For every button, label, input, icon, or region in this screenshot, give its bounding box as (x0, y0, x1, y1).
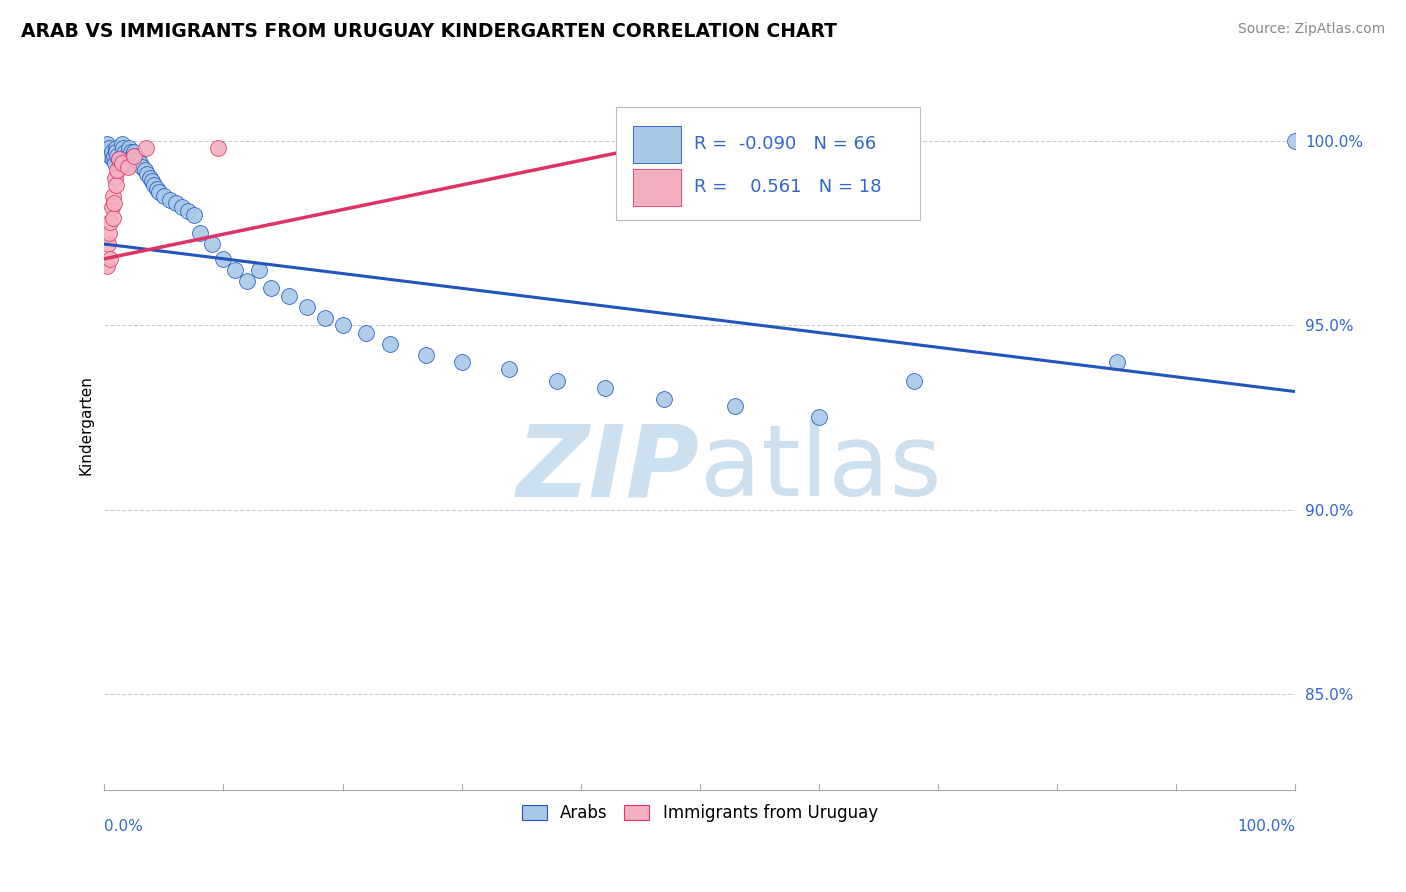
Text: ARAB VS IMMIGRANTS FROM URUGUAY KINDERGARTEN CORRELATION CHART: ARAB VS IMMIGRANTS FROM URUGUAY KINDERGA… (21, 22, 837, 41)
Point (101, 152, 124, 166)
Point (112, 141, 135, 155)
Point (105, 145, 128, 159)
Point (100, 200, 122, 214)
Point (110, 160, 132, 174)
Point (1105, 355, 1128, 369)
Point (96, 259, 118, 273)
Point (97, 237, 120, 252)
Point (104, 170, 127, 185)
Text: 0.0%: 0.0% (104, 819, 143, 834)
Point (141, 174, 163, 188)
Point (122, 152, 145, 166)
Point (105, 178, 128, 192)
Point (212, 252, 235, 266)
Text: R =    0.561   N = 18: R = 0.561 N = 18 (693, 178, 882, 196)
Point (117, 160, 139, 174)
Point (380, 336, 402, 351)
Point (107, 152, 129, 166)
Point (114, 148, 136, 162)
Point (183, 207, 205, 221)
Point (1284, 134, 1306, 148)
Point (134, 163, 156, 178)
Point (415, 348, 437, 362)
Text: 100.0%: 100.0% (1237, 819, 1295, 834)
Point (96, 137, 118, 152)
Point (101, 211, 124, 226)
Point (108, 156, 131, 170)
Point (498, 362, 520, 376)
Point (100, 145, 122, 159)
Point (103, 148, 125, 162)
Text: R =  -0.090   N = 66: R = -0.090 N = 66 (693, 136, 876, 153)
Point (107, 148, 129, 162)
FancyBboxPatch shape (633, 126, 681, 162)
Point (111, 137, 134, 152)
Point (120, 145, 142, 159)
Point (278, 288, 301, 302)
Point (107, 163, 129, 178)
Point (98, 226, 121, 240)
Point (122, 145, 145, 159)
Point (118, 141, 141, 155)
Point (153, 189, 176, 203)
Point (104, 156, 127, 170)
Point (121, 148, 143, 162)
Point (546, 374, 568, 388)
Point (903, 374, 925, 388)
Legend: Arabs, Immigrants from Uruguay: Arabs, Immigrants from Uruguay (515, 797, 884, 829)
Point (356, 326, 378, 340)
Point (107, 152, 129, 166)
Point (105, 141, 128, 155)
Point (260, 281, 283, 295)
Point (177, 203, 200, 218)
Point (122, 148, 145, 162)
Point (124, 148, 146, 162)
Point (159, 193, 181, 207)
Point (101, 189, 124, 203)
Point (136, 167, 159, 181)
Point (593, 381, 616, 395)
Point (98, 148, 121, 162)
FancyBboxPatch shape (616, 107, 920, 220)
Point (138, 170, 160, 185)
Y-axis label: Kindergarten: Kindergarten (79, 375, 93, 475)
Point (131, 160, 153, 174)
Point (127, 152, 149, 166)
Point (314, 310, 336, 325)
Point (247, 263, 270, 277)
Point (224, 263, 246, 277)
Point (236, 274, 259, 288)
Text: atlas: atlas (700, 420, 942, 517)
Point (111, 156, 134, 170)
Point (148, 186, 170, 200)
Point (200, 237, 222, 252)
Point (98, 141, 121, 155)
Point (115, 152, 138, 166)
Point (143, 178, 166, 192)
Point (652, 392, 675, 406)
Point (98, 215, 121, 229)
Point (114, 145, 136, 159)
Point (332, 318, 354, 333)
Point (146, 182, 169, 196)
Point (135, 141, 157, 155)
Point (188, 226, 211, 240)
Point (450, 355, 472, 369)
Point (170, 200, 193, 214)
Point (207, 141, 229, 155)
Text: ZIP: ZIP (517, 420, 700, 517)
Point (103, 196, 125, 211)
Point (295, 300, 318, 314)
Text: Source: ZipAtlas.com: Source: ZipAtlas.com (1237, 22, 1385, 37)
Point (129, 156, 152, 170)
Point (807, 410, 830, 425)
Point (98, 252, 121, 266)
Point (117, 156, 139, 170)
Point (724, 400, 747, 414)
Point (165, 196, 187, 211)
FancyBboxPatch shape (633, 169, 681, 206)
Point (97, 145, 120, 159)
